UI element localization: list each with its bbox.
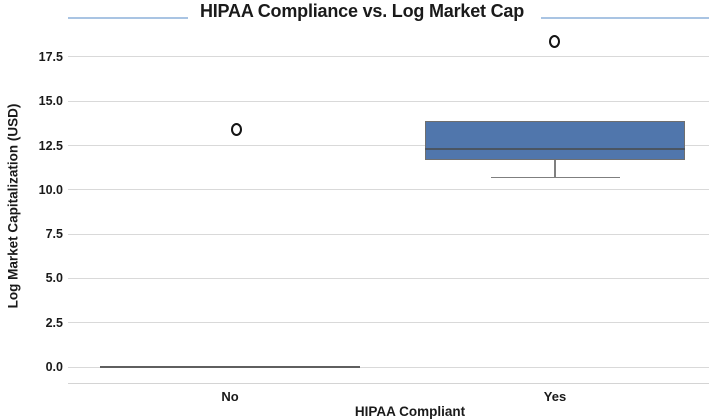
x-axis-label: HIPAA Compliant: [354, 404, 466, 419]
y-tick-label: 10.0: [38, 182, 63, 197]
median-line-yes: [425, 148, 685, 151]
gridline: [68, 366, 709, 368]
lower-whisker-yes: [554, 159, 556, 178]
gridline: [68, 277, 709, 279]
outlier-marker-yes: [548, 34, 560, 48]
y-tick-label: 17.5: [38, 49, 63, 64]
top-spine-right-segment: [541, 17, 709, 19]
gridline: [68, 56, 709, 58]
y-tick-label: 15.0: [38, 94, 63, 109]
y-tick-label: 5.0: [45, 271, 63, 286]
y-tick-label: 12.5: [38, 138, 63, 153]
x-axis-spine: [68, 382, 709, 384]
y-axis-label: Log Market Capitalization (USD): [5, 103, 21, 309]
x-tick-label: No: [221, 389, 239, 404]
y-tick-label: 0.0: [45, 360, 63, 375]
outlier-marker-no: [230, 123, 242, 137]
gridline: [68, 145, 709, 147]
collapsed-box-no: [100, 366, 360, 369]
gridline: [68, 100, 709, 102]
lower-whisker-cap-yes: [490, 176, 620, 179]
chart-title: HIPAA Compliance vs. Log Market Cap: [199, 1, 525, 21]
gridline: [68, 233, 709, 235]
top-spine-left-segment: [68, 17, 188, 19]
box-yes: [425, 120, 685, 160]
y-tick-label: 7.5: [45, 227, 63, 242]
x-tick-label: Yes: [543, 389, 567, 404]
gridline: [68, 189, 709, 191]
gridline: [68, 322, 709, 324]
y-tick-label: 2.5: [45, 315, 63, 330]
